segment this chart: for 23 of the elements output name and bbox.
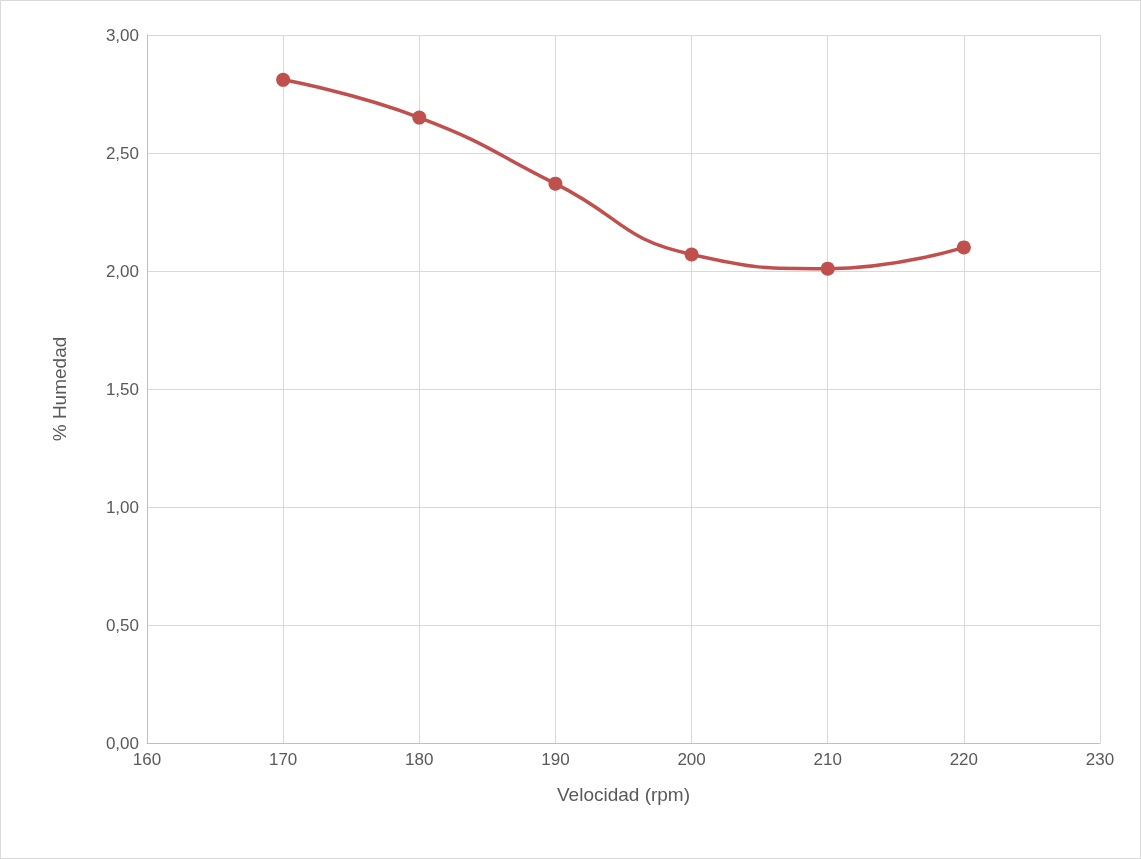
y-tick-label: 1,50 <box>105 379 139 399</box>
y-axis-title: % Humedad <box>49 336 70 442</box>
y-tick-label: 2,50 <box>105 143 139 163</box>
y-tick-label: 0,50 <box>105 615 139 635</box>
y-tick-label: 1,00 <box>105 497 139 517</box>
y-tick-label: 2,00 <box>105 261 139 281</box>
y-tick-label: 0,00 <box>105 733 139 753</box>
x-tick-label: 160 <box>132 750 162 769</box>
x-tick-label: 180 <box>405 750 434 769</box>
x-tick-label: 230 <box>1085 750 1115 769</box>
point <box>412 110 427 125</box>
point <box>684 247 699 262</box>
x-tick-label: 190 <box>541 750 570 769</box>
point <box>276 72 291 87</box>
x-tick-label: 220 <box>949 750 979 769</box>
y-tick-label: 3,00 <box>105 25 139 45</box>
x-axis-title: Velocidad (rpm) <box>556 784 691 805</box>
point <box>956 240 971 255</box>
point <box>820 261 835 276</box>
x-tick-label: 210 <box>813 750 842 769</box>
point <box>548 176 563 191</box>
x-tick-label: 200 <box>677 750 706 769</box>
x-tick-label: 170 <box>268 750 298 769</box>
